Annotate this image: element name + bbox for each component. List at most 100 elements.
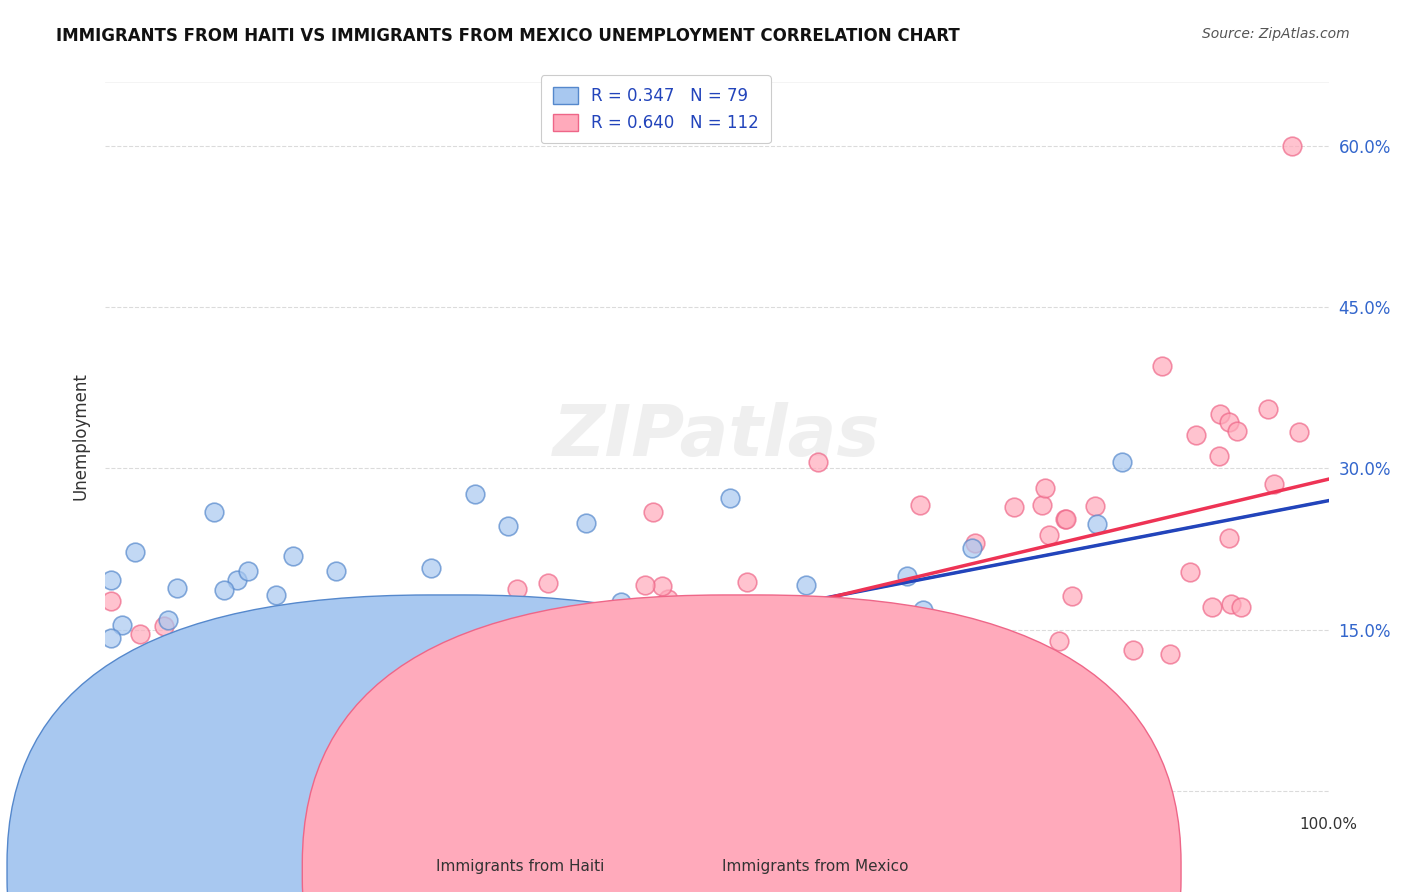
Point: [281, 549, 304, 563]
Point: [1033, 481, 1056, 495]
Point: [848, 603, 870, 617]
Point: [117, 721, 139, 735]
Point: [509, 643, 531, 657]
Point: [111, 784, 134, 798]
Point: [794, 577, 817, 591]
Point: [513, 724, 536, 739]
Point: [801, 710, 824, 724]
Point: [145, 722, 167, 736]
Point: [139, 784, 162, 798]
Point: [112, 784, 135, 798]
Point: [129, 627, 152, 641]
Point: [100, 593, 122, 607]
Point: [195, 729, 218, 743]
Point: [470, 713, 492, 727]
Point: [770, 685, 793, 699]
Point: [610, 595, 633, 609]
Point: [405, 768, 427, 782]
Point: [1218, 416, 1240, 430]
Point: [1150, 359, 1173, 373]
Point: [963, 536, 986, 550]
Point: [270, 698, 292, 713]
Point: [162, 745, 184, 759]
Point: [148, 784, 170, 798]
Legend: R = 0.347   N = 79, R = 0.640   N = 112: R = 0.347 N = 79, R = 0.640 N = 112: [541, 76, 770, 144]
Text: IMMIGRANTS FROM HAITI VS IMMIGRANTS FROM MEXICO UNEMPLOYMENT CORRELATION CHART: IMMIGRANTS FROM HAITI VS IMMIGRANTS FROM…: [56, 27, 960, 45]
Point: [141, 693, 163, 707]
Point: [138, 710, 160, 724]
Point: [145, 784, 167, 798]
Point: [159, 637, 181, 651]
Point: [405, 615, 427, 630]
Point: [149, 702, 172, 716]
Y-axis label: Unemployment: Unemployment: [72, 372, 89, 500]
Point: [472, 784, 495, 798]
Point: [896, 569, 918, 583]
Point: [1230, 599, 1253, 614]
Point: [1002, 500, 1025, 514]
Point: [496, 518, 519, 533]
Point: [900, 723, 922, 738]
Point: [401, 699, 423, 714]
Point: [291, 784, 314, 798]
Point: [374, 760, 396, 774]
Point: [643, 505, 665, 519]
Point: [420, 560, 443, 574]
Point: [530, 675, 553, 690]
Point: [127, 683, 149, 698]
Point: [505, 582, 527, 597]
Point: [360, 669, 382, 683]
Point: [910, 498, 932, 512]
Point: [270, 749, 292, 764]
Point: [426, 613, 449, 627]
Point: [619, 782, 641, 797]
Point: [444, 607, 467, 622]
Text: Source: ZipAtlas.com: Source: ZipAtlas.com: [1202, 27, 1350, 41]
Point: [737, 609, 759, 624]
Point: [105, 784, 128, 798]
Point: [134, 767, 156, 781]
Point: [143, 784, 166, 798]
Point: [205, 672, 228, 686]
Point: [152, 619, 174, 633]
Point: [226, 573, 249, 587]
Point: [965, 679, 987, 693]
Point: [249, 636, 271, 650]
Point: [271, 687, 294, 701]
Point: [440, 726, 463, 740]
Point: [513, 648, 536, 663]
Point: [326, 784, 349, 798]
Point: [527, 732, 550, 747]
Point: [605, 662, 627, 676]
Point: [100, 784, 122, 798]
Point: [111, 680, 134, 694]
Point: [468, 686, 491, 700]
Point: [1226, 424, 1249, 438]
Point: [145, 739, 167, 753]
Text: Immigrants from Mexico: Immigrants from Mexico: [723, 859, 908, 874]
Point: [1180, 565, 1202, 579]
Point: [388, 601, 411, 615]
Point: [1281, 138, 1303, 153]
Point: [477, 732, 499, 747]
Point: [264, 588, 287, 602]
Point: [100, 751, 122, 765]
Point: [499, 726, 522, 740]
Point: [671, 686, 693, 700]
Point: [1047, 634, 1070, 648]
Point: [416, 651, 439, 665]
Point: [314, 742, 336, 756]
Point: [567, 731, 589, 745]
Point: [831, 614, 853, 628]
Point: [735, 574, 758, 589]
Point: [155, 723, 177, 738]
Point: [156, 613, 179, 627]
Point: [150, 721, 173, 735]
Point: [441, 768, 464, 782]
Point: [728, 639, 751, 653]
Point: [363, 608, 385, 623]
Point: [104, 784, 127, 798]
Point: [475, 692, 498, 706]
Point: [1031, 499, 1053, 513]
Point: [537, 576, 560, 591]
